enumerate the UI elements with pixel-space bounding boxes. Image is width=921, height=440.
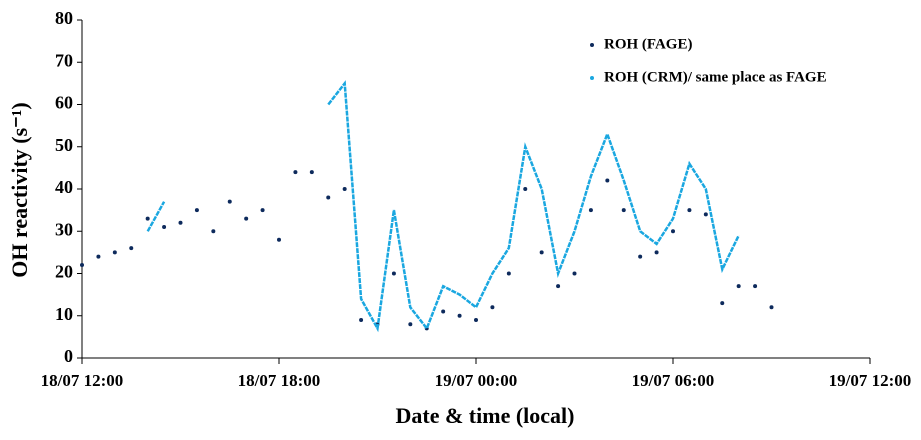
x-tick-label: 19/07 06:00: [632, 371, 715, 390]
data-point: [408, 322, 413, 327]
legend-marker: [590, 76, 594, 80]
data-point: [293, 170, 298, 175]
data-point: [359, 317, 364, 322]
y-tick-label: 80: [55, 8, 73, 28]
y-tick-label: 0: [64, 346, 73, 366]
y-axis-label: OH reactivity (s⁻¹): [7, 102, 32, 277]
data-line: [146, 80, 740, 333]
legend-marker: [590, 43, 594, 47]
y-tick-label: 10: [55, 304, 73, 324]
data-point: [145, 216, 150, 221]
y-tick-label: 50: [55, 135, 73, 155]
data-point: [703, 212, 708, 217]
y-tick-label: 20: [55, 262, 73, 282]
data-point: [671, 229, 675, 234]
x-tick-label: 18/07 18:00: [238, 371, 321, 390]
y-tick-label: 40: [55, 177, 73, 197]
data-point: [572, 271, 577, 276]
data-point: [687, 208, 692, 213]
data-point: [194, 208, 199, 213]
data-point: [96, 254, 101, 259]
data-point: [227, 199, 232, 204]
data-point: [753, 284, 758, 289]
data-point: [326, 195, 331, 200]
data-point: [342, 187, 347, 191]
data-point: [556, 284, 561, 289]
data-point: [112, 250, 117, 255]
data-point: [474, 317, 478, 322]
data-point: [506, 271, 511, 276]
y-tick-label: 70: [55, 50, 73, 70]
data-point: [129, 246, 134, 251]
data-point: [638, 254, 643, 259]
data-point: [178, 220, 183, 225]
x-tick-label: 19/07 12:00: [829, 371, 912, 390]
data-point: [277, 237, 281, 242]
y-tick-label: 30: [55, 219, 73, 239]
data-point: [621, 208, 626, 213]
legend-label: ROH (CRM)/ same place as FAGE: [604, 69, 827, 85]
data-point: [769, 305, 774, 310]
data-point: [441, 309, 446, 314]
data-point: [244, 216, 249, 221]
x-tick-label: 19/07 00:00: [435, 371, 518, 390]
data-point: [309, 170, 314, 175]
data-point: [605, 178, 610, 183]
data-point: [720, 301, 725, 306]
x-tick-label: 18/07 12:00: [41, 371, 124, 390]
data-point: [539, 250, 544, 255]
data-point: [162, 225, 167, 230]
data-point: [391, 271, 396, 276]
legend-label: ROH (FAGE): [604, 36, 692, 52]
y-tick-label: 60: [55, 93, 73, 113]
data-point: [736, 284, 741, 289]
data-point: [211, 229, 216, 234]
data-point: [588, 208, 593, 213]
data-point: [654, 250, 659, 255]
x-axis-label: Date & time (local): [396, 403, 575, 428]
data-point: [260, 208, 265, 213]
data-point: [457, 313, 462, 318]
data-point: [80, 263, 84, 268]
data-point: [523, 187, 528, 191]
data-point: [490, 305, 495, 310]
